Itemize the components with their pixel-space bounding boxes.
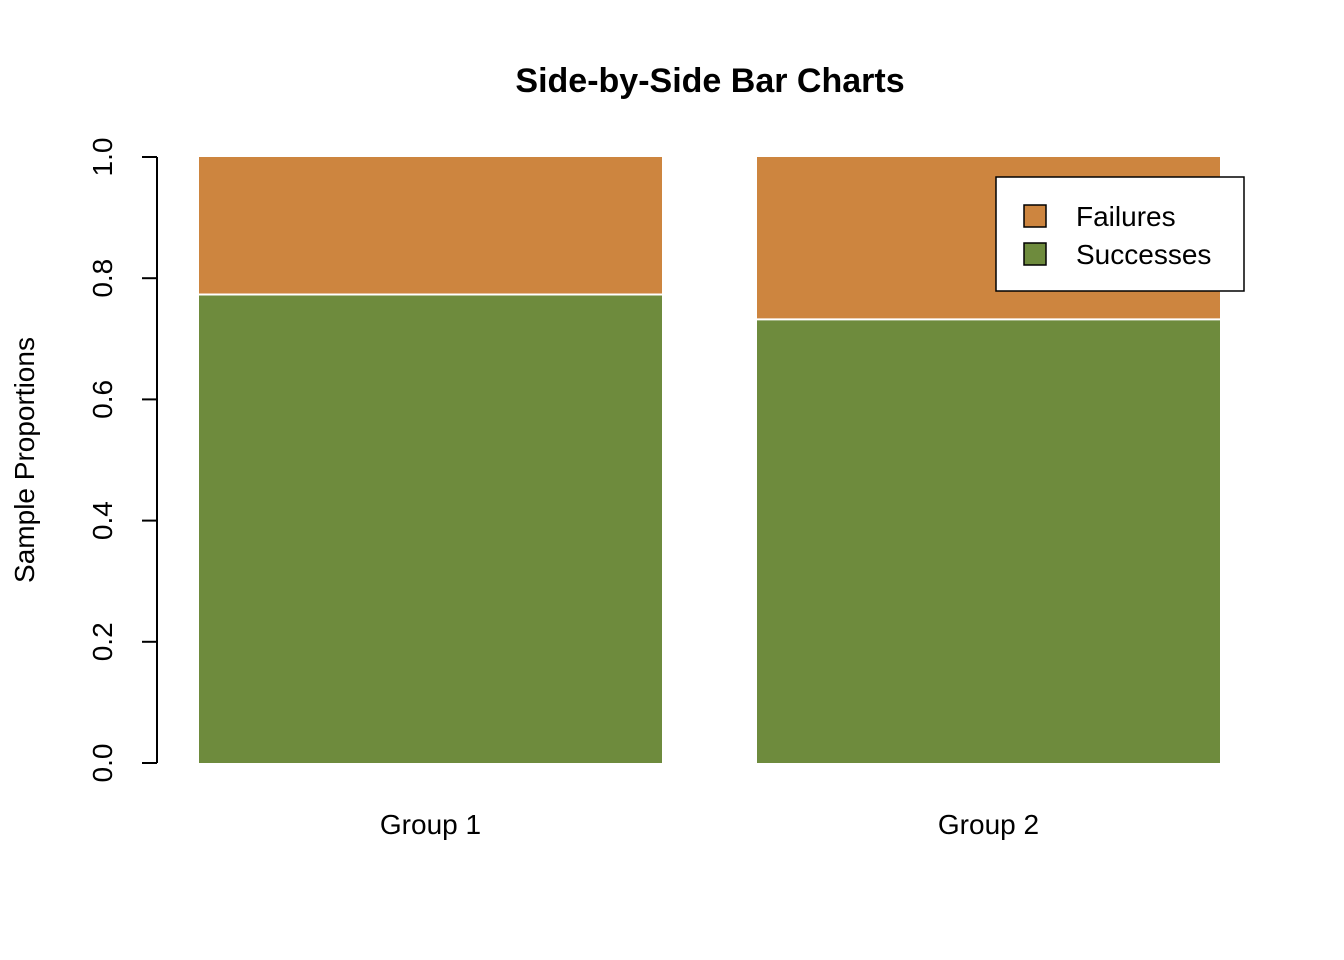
legend-box: [995, 176, 1245, 292]
y-tick-label: 0.6: [87, 380, 118, 419]
legend-label-failures: Failures: [1076, 201, 1176, 232]
y-axis: 0.0 0.2 0.4 0.6 0.8 1.0: [87, 138, 158, 783]
y-tick-label: 0.8: [87, 259, 118, 298]
chart-title: Side-by-Side Bar Charts: [515, 62, 904, 100]
bar-successes-1: [199, 294, 662, 763]
y-tick-label: 0.0: [87, 744, 118, 783]
x-axis-categories: Group 1 Group 2: [380, 809, 1039, 840]
y-tick-label: 1.0: [87, 138, 118, 177]
x-category-label: Group 1: [380, 809, 481, 840]
bar-failures-1: [199, 157, 662, 295]
legend-swatch-failures: [1023, 204, 1047, 228]
x-category-label: Group 2: [938, 809, 1039, 840]
y-tick-label: 0.4: [87, 501, 118, 540]
legend-label-successes: Successes: [1076, 239, 1211, 270]
y-tick-label: 0.2: [87, 622, 118, 661]
legend: Failures Successes: [995, 176, 1245, 292]
y-axis-label: Sample Proportions: [9, 337, 40, 583]
legend-swatch-successes: [1023, 242, 1047, 266]
bar-successes-2: [757, 319, 1220, 763]
